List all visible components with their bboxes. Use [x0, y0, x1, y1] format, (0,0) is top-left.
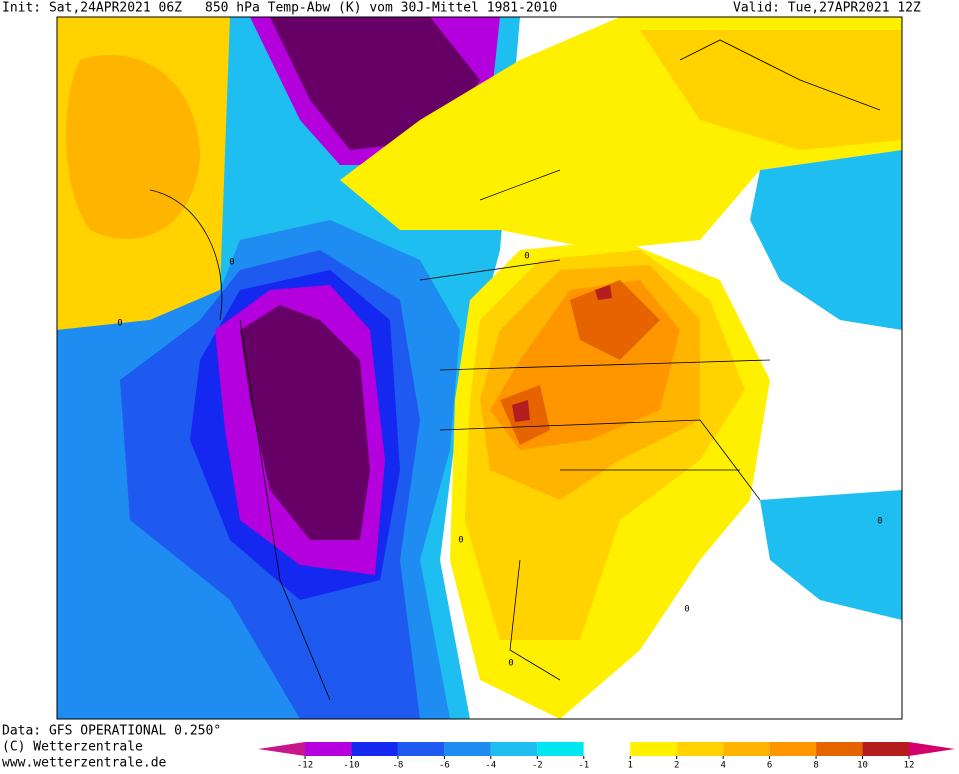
colorbar-label: -12 — [297, 761, 313, 771]
colorbar-segment — [583, 742, 631, 756]
colorbar-segment — [351, 742, 398, 756]
colorbar-label: 10 — [857, 761, 868, 771]
colorbar-label: -8 — [393, 761, 404, 771]
contour-label: 0 — [117, 319, 122, 329]
colorbar-segment — [769, 742, 817, 756]
colorbar-segment — [630, 742, 677, 756]
colorbar-segment — [723, 742, 770, 756]
colorbar-segment — [444, 742, 491, 756]
contour-label: 0 — [229, 258, 234, 268]
colorbar-segment — [676, 742, 724, 756]
colorbar-label: -10 — [343, 761, 359, 771]
colorbar-segment — [305, 742, 352, 756]
colorbar-label: 1 — [628, 761, 633, 771]
contour-label: 0 — [524, 252, 529, 262]
colorbar-label: 12 — [904, 761, 915, 771]
footer-data: Data: GFS OPERATIONAL 0.250° — [2, 724, 221, 739]
init-label: Init: Sat,24APR2021 06Z — [2, 1, 182, 16]
colorbar-segment — [816, 742, 863, 756]
colorbar-label: 2 — [674, 761, 679, 771]
colorbar-label: -4 — [485, 761, 496, 771]
footer-url: www.wetterzentrale.de — [2, 756, 167, 771]
colorbar-segment — [537, 742, 584, 756]
footer-copyright: (C) Wetterzentrale — [2, 740, 143, 755]
contour-label: 0 — [877, 517, 882, 527]
map-title: 850 hPa Temp-Abw (K) vom 30J-Mittel 1981… — [205, 1, 557, 16]
colorbar-label: 4 — [720, 761, 725, 771]
contour-label: 0 — [684, 605, 689, 615]
colorbar-segment — [862, 742, 909, 756]
contour-label: 0 — [458, 536, 463, 546]
colorbar-label: -6 — [439, 761, 450, 771]
colorbar-end — [909, 742, 955, 756]
contour-label: 0 — [508, 659, 513, 669]
colorbar-label: -2 — [532, 761, 543, 771]
colorbar-label: -1 — [578, 761, 589, 771]
colorbar-segment — [397, 742, 445, 756]
colorbar-end — [258, 742, 305, 756]
valid-label: Valid: Tue,27APR2021 12Z — [733, 1, 921, 16]
colorbar-segment — [490, 742, 538, 756]
colorbar-label: 6 — [767, 761, 772, 771]
colorbar-label: 8 — [813, 761, 818, 771]
map-frame — [56, 16, 903, 720]
map — [57, 17, 902, 719]
